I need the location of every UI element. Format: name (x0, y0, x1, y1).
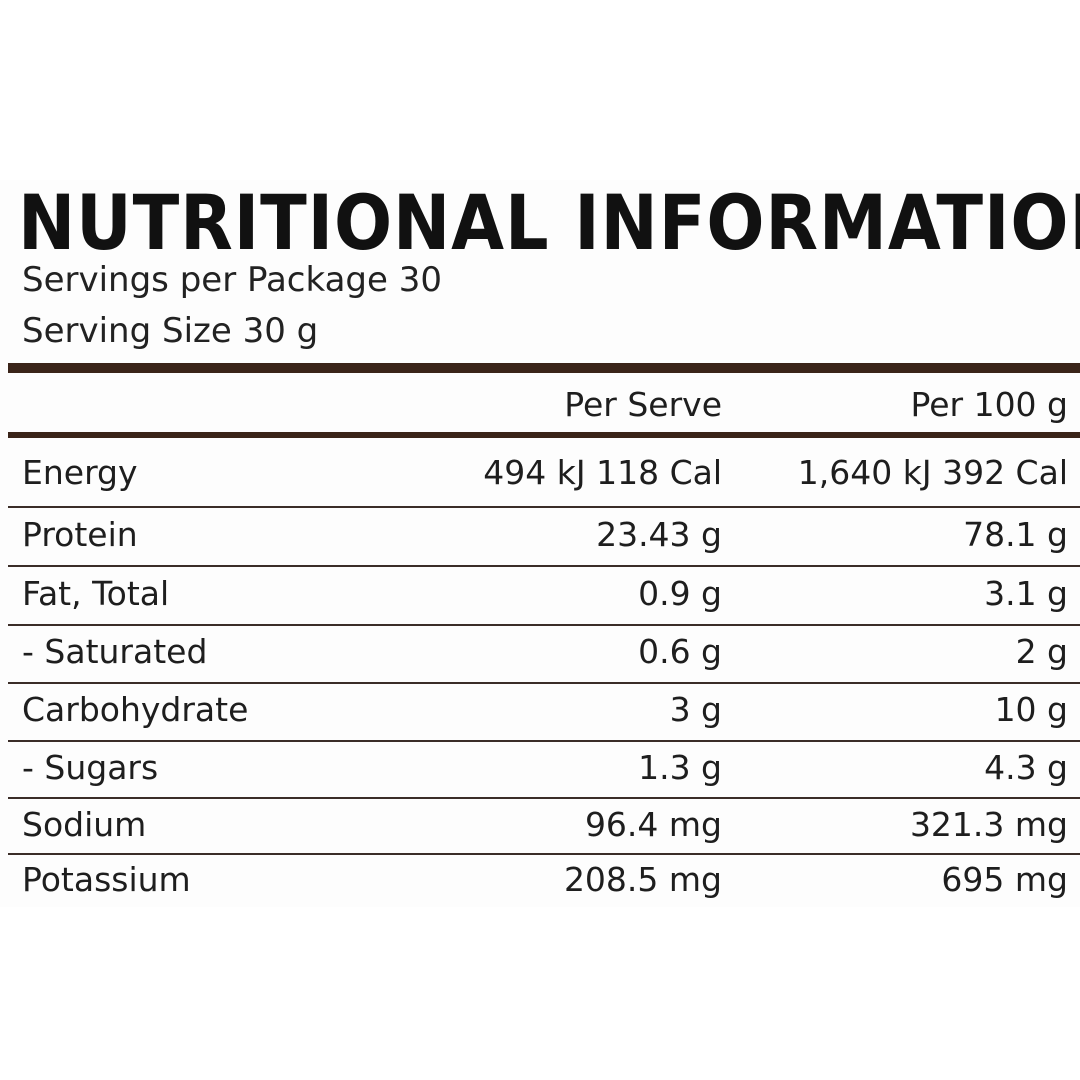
top-divider (8, 363, 1080, 373)
row-value-energy-per-serve: 494 kJ 118 Cal (483, 453, 722, 492)
row-divider (8, 853, 1080, 855)
row-divider (8, 624, 1080, 626)
row-divider (8, 565, 1080, 567)
row-value-saturated-per-serve: 0.6 g (638, 632, 722, 671)
row-value-saturated-per-100g: 2 g (1015, 632, 1068, 671)
row-value-sugars-per-100g: 4.3 g (984, 748, 1068, 787)
row-value-carbohydrate-per-100g: 10 g (994, 690, 1068, 729)
column-header-per-serve: Per Serve (564, 385, 722, 424)
row-label-sodium: Sodium (22, 805, 147, 844)
page-title: NUTRITIONAL INFORMATION (18, 178, 1080, 267)
row-divider (8, 682, 1080, 684)
row-label-fat-total: Fat, Total (22, 574, 170, 613)
row-value-potassium-per-100g: 695 mg (941, 860, 1068, 899)
servings-per-package: Servings per Package 30 (22, 260, 442, 300)
row-value-fat-total-per-serve: 0.9 g (638, 574, 722, 613)
row-divider (8, 797, 1080, 799)
row-label-saturated: - Saturated (22, 632, 208, 671)
row-label-sugars: - Sugars (22, 748, 159, 787)
row-label-energy: Energy (22, 453, 138, 492)
row-value-sodium-per-100g: 321.3 mg (909, 805, 1068, 844)
row-label-potassium: Potassium (22, 860, 191, 899)
row-label-carbohydrate: Carbohydrate (22, 690, 249, 729)
serving-size: Serving Size 30 g (22, 311, 319, 351)
row-value-energy-per-100g: 1,640 kJ 392 Cal (797, 453, 1068, 492)
row-value-protein-per-serve: 23.43 g (596, 515, 722, 554)
nutrition-panel (0, 180, 1080, 907)
row-value-protein-per-100g: 78.1 g (963, 515, 1068, 554)
row-value-fat-total-per-100g: 3.1 g (984, 574, 1068, 613)
row-value-carbohydrate-per-serve: 3 g (669, 690, 722, 729)
column-header-per-100g: Per 100 g (910, 385, 1068, 424)
row-divider (8, 506, 1080, 508)
row-value-sodium-per-serve: 96.4 mg (584, 805, 722, 844)
row-value-potassium-per-serve: 208.5 mg (563, 860, 722, 899)
row-value-sugars-per-serve: 1.3 g (638, 748, 722, 787)
row-label-protein: Protein (22, 515, 138, 554)
header-divider (8, 432, 1080, 438)
row-divider (8, 740, 1080, 742)
